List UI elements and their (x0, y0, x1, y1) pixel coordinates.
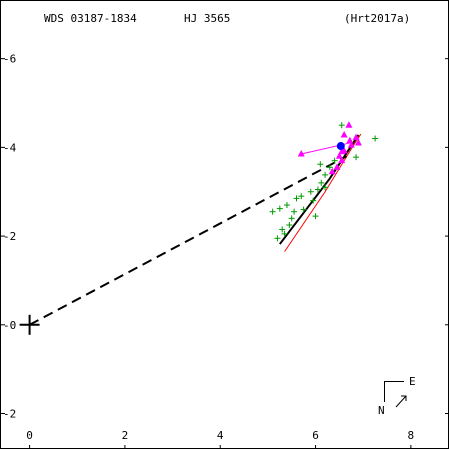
primary-star-marker (19, 314, 40, 335)
observation-point (286, 222, 293, 228)
observation-point (298, 193, 305, 200)
y-tick-label: -6 (3, 53, 16, 66)
compass-arrow-icon (395, 395, 407, 408)
observation-point (310, 197, 317, 204)
observation-point (322, 184, 329, 191)
speckle-point (345, 121, 353, 128)
speckle-point (352, 133, 360, 141)
speckle-point (346, 136, 354, 144)
speckle-point (335, 152, 343, 159)
compass-arrowhead-icon (401, 395, 407, 401)
observation-point (326, 164, 333, 171)
observation-point (288, 215, 295, 222)
observation-point (318, 179, 325, 186)
y-tick-label: -2 (3, 230, 16, 243)
observation-point (317, 161, 324, 168)
x-tick-label: 8 (408, 429, 415, 442)
speckle-point (338, 156, 346, 164)
x-tick-label: 4 (217, 429, 224, 442)
y-tick-label: -4 (3, 141, 17, 154)
x-tick-label: 6 (312, 429, 319, 442)
x-tick-label: 2 (122, 429, 129, 442)
observation-point (291, 208, 298, 215)
observation-point (283, 202, 290, 209)
highlight-point (336, 142, 345, 151)
speckle-point (333, 163, 341, 170)
observation-point (307, 188, 314, 195)
observation-point (276, 205, 283, 212)
axes: 0 2 4 6 8 -2 -0 -2 -4 -6 (1, 53, 449, 449)
observation-point (300, 206, 307, 213)
observation-point (338, 122, 345, 129)
speckle-point (340, 130, 348, 138)
observation-point (322, 171, 329, 178)
observation-point (353, 154, 360, 161)
observation-point (372, 135, 379, 142)
y-tick-label: -2 (3, 408, 16, 421)
x-tick-label: 0 (26, 429, 33, 442)
speckle-point (347, 141, 355, 148)
observation-point (269, 208, 276, 215)
compass: E N (378, 375, 416, 417)
observation-point (281, 230, 288, 237)
observation-point (331, 157, 338, 164)
compass-east-label: E (409, 375, 416, 388)
speckle-point (354, 138, 362, 146)
speckle-point (338, 147, 346, 155)
observation-point (312, 213, 319, 220)
connector-dashed-line (29, 155, 348, 326)
observation-point (274, 235, 281, 242)
speckle-outlier-point (297, 150, 305, 157)
y-tick-label: -0 (3, 319, 16, 332)
compass-north-label: N (378, 404, 385, 417)
connector-line (29, 155, 348, 326)
header-reference: (Hrt2017a) (344, 12, 410, 25)
observation-points (269, 122, 379, 242)
observation-point (293, 195, 300, 202)
speckle-point (328, 167, 336, 175)
header-wds: WDS 03187-1834 (44, 12, 137, 25)
speckle-points (297, 121, 362, 175)
orbit-new-segment (279, 134, 360, 245)
observation-point (314, 186, 321, 193)
header-name: HJ 3565 (184, 12, 230, 25)
observation-point (279, 226, 286, 233)
